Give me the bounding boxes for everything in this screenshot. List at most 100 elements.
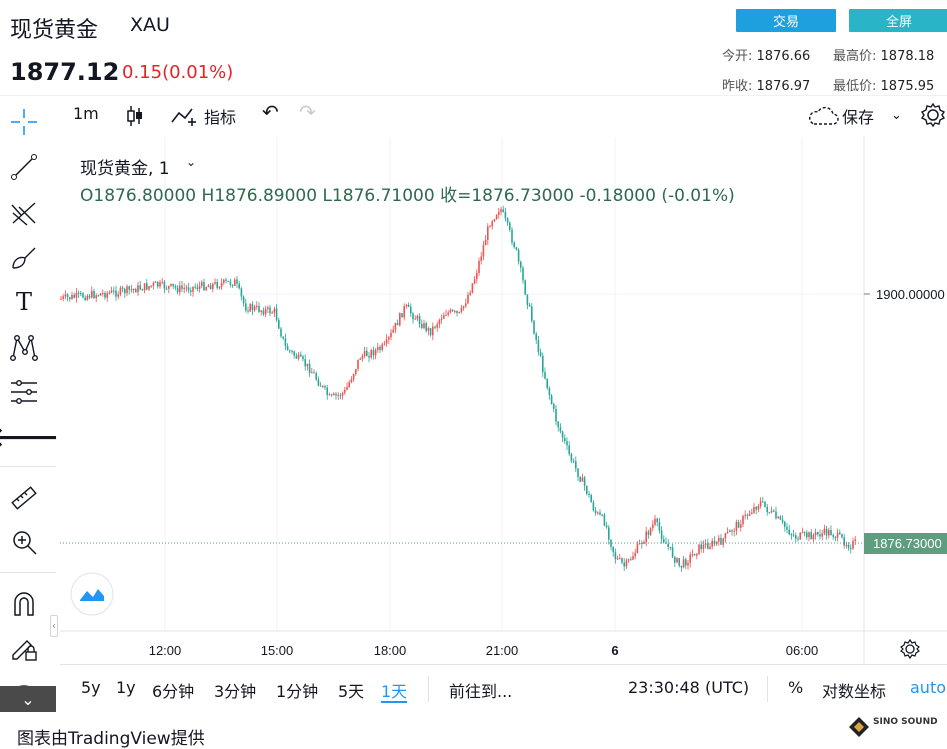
candle-body [577,468,579,477]
collapse-toolbar-chevron-icon[interactable]: ⌄ [0,686,56,712]
pattern-tool-icon[interactable] [8,331,40,363]
candle-body [561,431,564,438]
candle-body [256,305,258,307]
candle-body [445,314,447,316]
candle-body [759,501,762,506]
range-1min[interactable]: 1分钟 [276,682,319,701]
candle-body [634,552,636,557]
candle-body [271,312,273,314]
candle-body [746,514,749,516]
pitchfork-tool-icon[interactable] [8,196,40,228]
utc-clock[interactable]: 23:30:48 (UTC) [628,678,750,697]
candle-body [724,533,727,539]
candle-body [810,532,812,540]
candle-body [647,531,650,535]
legend-title[interactable]: 现货黄金, 1 [80,159,170,179]
range-5d[interactable]: 5天 [338,682,365,701]
candle-body [75,292,78,298]
candle-body [502,209,504,212]
undo-icon[interactable]: ↶ [262,100,279,124]
candle-body [625,560,628,567]
candle-body [284,338,287,346]
symbol-label: XAU [130,14,170,36]
range-5y[interactable]: 5y [81,678,101,697]
cloud-icon[interactable] [806,104,840,128]
candle-body [781,519,784,522]
range-1y[interactable]: 1y [116,678,136,697]
candle-body [267,307,269,309]
auto-scale-toggle[interactable]: auto [910,678,947,697]
indicators-button[interactable]: 指标 [204,108,237,127]
candle-body [319,385,322,387]
candle-body [539,352,542,356]
time-axis-settings-gear-icon[interactable] [900,638,920,660]
candle-body [537,340,540,353]
candle-body [660,530,663,540]
candle-body [179,285,181,293]
candle-body [608,527,610,540]
candle-body [784,521,786,527]
trend-line-tool-icon[interactable] [8,151,40,183]
save-dropdown-chevron-icon[interactable]: ⌄ [891,108,902,123]
text-tool-icon[interactable]: T [15,288,32,316]
expand-panel-chevron-icon[interactable]: ‹ [50,615,58,637]
candle-body [680,565,683,568]
candle-body [339,394,342,396]
candle-body [269,307,271,314]
candle-body [632,556,634,560]
time-axis-label: 21:00 [486,643,519,658]
legend-chevron-icon[interactable]: ⌄ [186,155,197,169]
stat-open-value: 1876.66 [756,49,811,64]
candle-body [755,507,757,510]
candle-body [434,326,436,328]
candle-body [308,363,311,374]
current-price: 1877.12 [10,58,120,86]
crosshair-tool-icon[interactable] [8,106,40,138]
ruler-tool-icon[interactable] [8,482,40,514]
candle-body [317,379,320,386]
range-6min[interactable]: 6分钟 [152,682,195,701]
range-3min[interactable]: 3分钟 [214,682,257,701]
save-button[interactable]: 保存 [842,108,875,127]
chart-grid [60,137,864,631]
candle-body [66,294,69,298]
candle-body [421,323,423,328]
brush-tool-icon[interactable] [8,241,40,273]
candle-body [498,211,500,215]
candle-body [86,295,89,300]
zoom-in-icon[interactable] [8,526,40,558]
candle-body [341,392,344,396]
candle-body [216,282,218,288]
trade-button[interactable]: 交易 [736,9,836,32]
candle-body [273,308,276,313]
log-scale-toggle[interactable]: 对数坐标 [822,682,887,701]
candle-body [522,267,524,281]
stat-low: 最低价: 1875.95 [833,75,934,94]
candle-body [73,295,75,298]
drawing-toolbar: T 🡐 [0,98,59,718]
candle-body [588,493,590,496]
candle-body [84,297,86,300]
back-arrow-icon[interactable]: 🡐 [0,422,59,453]
price-chart[interactable]: 1900.00000 1876.73000 12:00 15:00 18:00 21:… [60,137,947,665]
stat-open: 今开: 1876.66 [722,45,810,64]
percent-toggle[interactable]: % [788,678,804,697]
candle-body [311,372,313,374]
candle-body [225,279,227,281]
lock-drawing-icon[interactable] [8,632,40,664]
candle-body [489,226,491,228]
goto-date-button[interactable]: 前往到... [449,682,513,701]
candle-body [161,281,163,283]
range-1d-active[interactable]: 1天 [381,682,408,701]
tradingview-credit[interactable]: 图表由TradingView提供 [17,729,205,749]
indicators-icon[interactable] [170,104,200,128]
settings-gear-icon[interactable] [919,101,947,129]
redo-icon[interactable]: ↷ [299,100,316,124]
candle-body [390,332,392,338]
magnet-icon[interactable] [8,588,40,620]
prediction-tool-icon[interactable] [8,376,40,408]
interval-button[interactable]: 1m [73,104,99,123]
candle-style-icon[interactable] [124,104,146,128]
candle-body [841,534,843,538]
fullscreen-button[interactable]: 全屏 [849,9,947,32]
